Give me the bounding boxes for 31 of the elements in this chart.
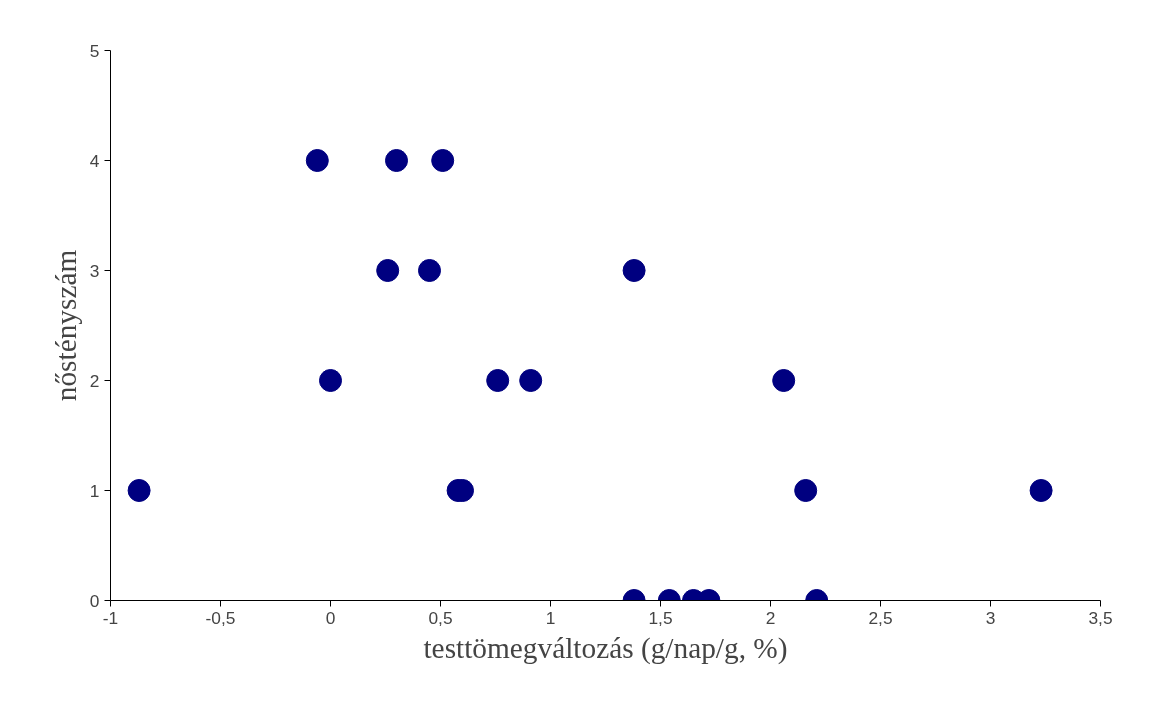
point (1029, 479, 1053, 502)
x-tick-label: 3 (985, 607, 996, 628)
point (431, 149, 455, 172)
y-tick-label: 1 (89, 480, 100, 501)
x-tick-label: 2 (765, 607, 776, 628)
x-tick-label: 0,5 (428, 607, 453, 628)
x-tick-label: -1 (102, 607, 119, 628)
y-tick-label: 4 (89, 150, 100, 171)
x-tick-label: 1,5 (648, 607, 673, 628)
point (486, 369, 510, 392)
y-tick-label: 0 (89, 590, 100, 611)
x-axis-title: testtömegváltozás (g/nap/g, %) (423, 631, 788, 665)
point (622, 259, 646, 282)
point (519, 369, 543, 392)
x-tick-label: 3,5 (1088, 607, 1113, 628)
x-tick-label: -0,5 (205, 607, 236, 628)
y-axis-title: nőstényszám (49, 249, 82, 402)
x-tick-label: 0 (325, 607, 336, 628)
x-tick-label: 2,5 (868, 607, 893, 628)
point (127, 479, 151, 502)
point (794, 479, 818, 502)
y-tick-label: 5 (89, 40, 100, 61)
x-tick-label: 1 (545, 607, 556, 628)
point (418, 259, 441, 282)
point (376, 259, 400, 282)
y-tick-label: 2 (89, 370, 100, 391)
point (319, 369, 342, 392)
point (305, 149, 329, 172)
point (385, 149, 408, 172)
y-tick-label: 3 (89, 260, 100, 281)
point (772, 369, 796, 392)
